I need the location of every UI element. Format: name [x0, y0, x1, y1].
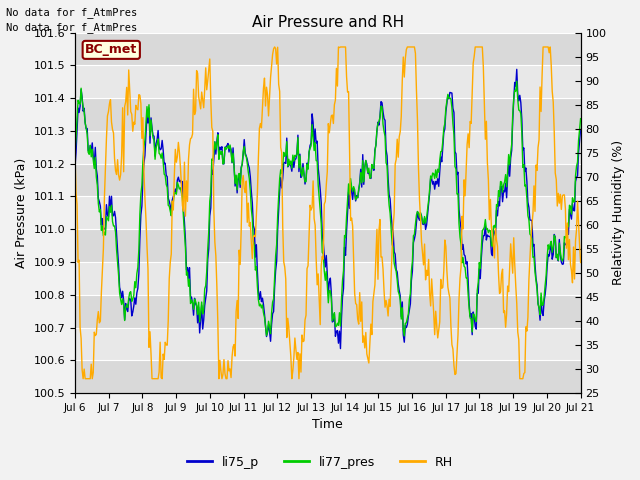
Y-axis label: Air Pressure (kPa): Air Pressure (kPa) [15, 158, 28, 268]
Bar [75, 33, 580, 65]
Bar [75, 164, 580, 196]
Y-axis label: Relativity Humidity (%): Relativity Humidity (%) [612, 140, 625, 286]
Bar [75, 98, 580, 131]
Title: Air Pressure and RH: Air Pressure and RH [252, 15, 404, 30]
X-axis label: Time: Time [312, 419, 343, 432]
Bar [75, 295, 580, 327]
Bar [75, 229, 580, 262]
Text: No data for f_AtmPres: No data for f_AtmPres [6, 22, 138, 33]
Text: BC_met: BC_met [85, 43, 138, 56]
Legend: li75_p, li77_pres, RH: li75_p, li77_pres, RH [182, 451, 458, 474]
Bar [75, 360, 580, 393]
Text: No data for f_AtmPres: No data for f_AtmPres [6, 7, 138, 18]
